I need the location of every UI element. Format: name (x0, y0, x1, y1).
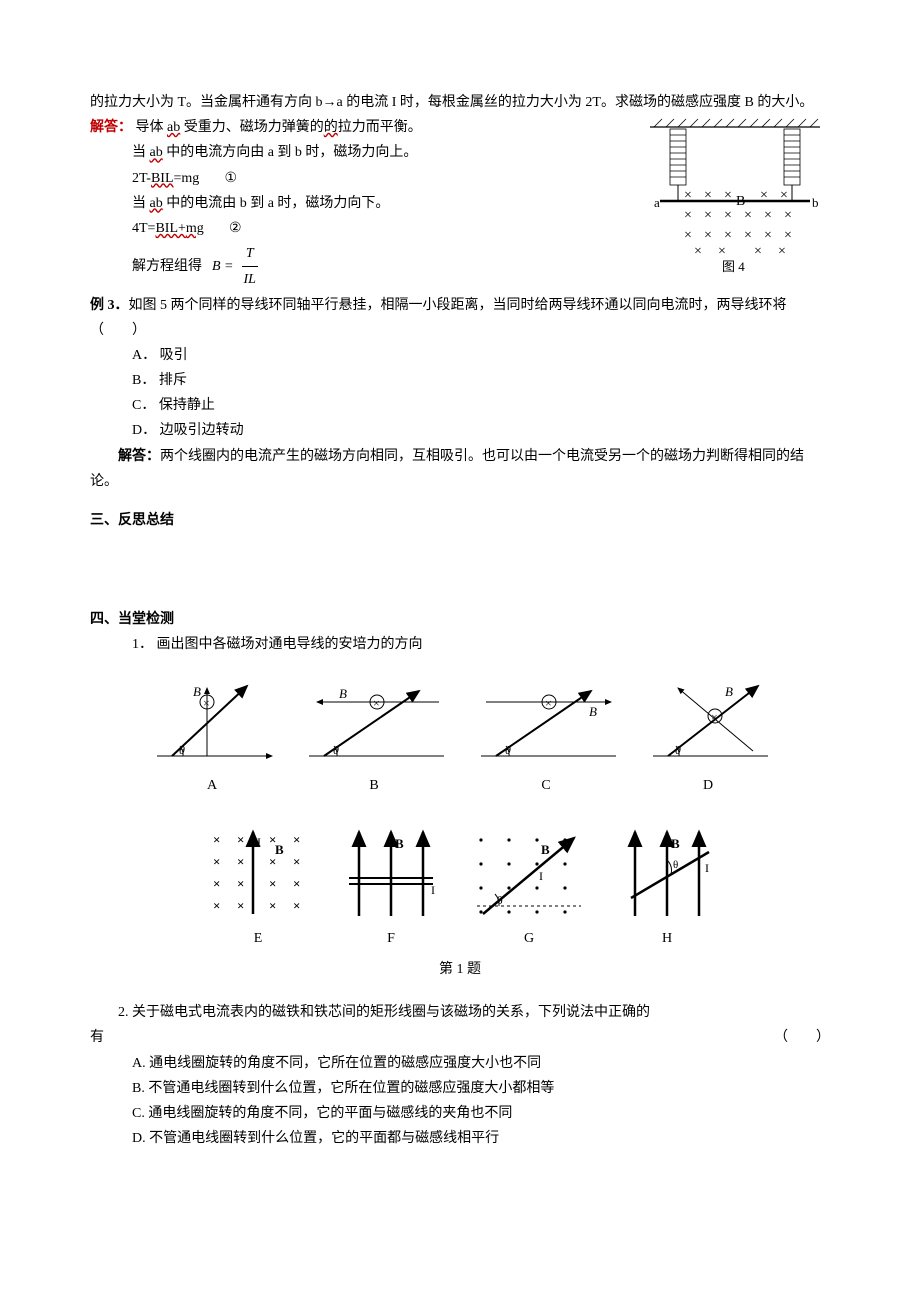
svg-text:B: B (193, 684, 201, 699)
svg-text:×: × (203, 696, 210, 710)
section-4-title: 四、当堂检测 (90, 607, 830, 632)
svg-text:×: × (724, 228, 732, 243)
svg-text:×: × (704, 228, 712, 243)
ex3-answer: 解答：两个线圈内的电流产生的磁场方向相同，互相吸引。也可以由一个电流受另一个的磁… (90, 444, 830, 494)
ex3-optC: C． 保持静止 (90, 393, 830, 418)
svg-text:B: B (725, 684, 733, 699)
svg-text:×: × (724, 208, 732, 223)
svg-text:θ: θ (497, 893, 503, 907)
q2-stem-b: 有 （ ） (90, 1025, 830, 1050)
svg-text:θ: θ (673, 859, 678, 871)
svg-text:×: × (718, 244, 726, 259)
svg-text:×: × (293, 854, 300, 869)
svg-text:×: × (237, 876, 244, 891)
q1-stem: 1． 画出图中各磁场对通电导线的安培力的方向 (90, 632, 830, 657)
svg-text:×: × (237, 832, 244, 847)
ex3-optB: B． 排斥 (90, 368, 830, 393)
fig4-B: B (736, 194, 745, 209)
q1-figC: × B θ C (471, 676, 621, 798)
svg-text:×: × (684, 188, 692, 203)
svg-text:×: × (784, 208, 792, 223)
q1-caption: 第 1 题 (90, 957, 830, 982)
svg-text:θ: θ (505, 743, 511, 757)
svg-text:×: × (293, 832, 300, 847)
ex3-stem: 例 3．如图 5 两个同样的导线环同轴平行悬挂，相隔一小段距离，当同时给两导线环… (90, 293, 830, 343)
svg-text:×: × (764, 208, 772, 223)
svg-text:×: × (237, 854, 244, 869)
fig4-cap: 图 4 (722, 259, 745, 274)
q2-choices: A. 通电线圈旋转的角度不同，它所在位置的磁感应强度大小也不同 B. 不管通电线… (90, 1051, 830, 1152)
svg-text:×: × (754, 244, 762, 259)
figure-4: a b ××××× ×××××× ×××××× ×××× B 图 4 (640, 115, 830, 284)
svg-text:×: × (213, 854, 220, 869)
q1-figH: B θ I H (617, 824, 717, 951)
svg-text:×: × (704, 188, 712, 203)
svg-text:×: × (744, 208, 752, 223)
svg-text:B: B (589, 704, 597, 719)
intro-text: 的拉力大小为 T。当金属杆通有方向 b→a 的电流 I 时，每根金属丝的拉力大小… (90, 90, 830, 115)
svg-text:×: × (704, 208, 712, 223)
svg-text:B: B (541, 842, 550, 857)
q2-optC: C. 通电线圈旋转的角度不同，它的平面与磁感线的夹角也不同 (90, 1101, 830, 1126)
fig4-b: b (812, 195, 819, 210)
svg-text:×: × (545, 696, 552, 710)
svg-text:×: × (711, 710, 718, 724)
q1-row2: ×××× ×××× ×××× ×××× I B E B I F (90, 824, 830, 951)
q1-figF: B I F (341, 824, 441, 951)
sol1-final: 解方程组得 B = TIL (90, 241, 630, 292)
q2-optD: D. 不管通电线圈转到什么位置，它的平面都与磁感线相平行 (90, 1126, 830, 1151)
q1-row1: × B θ A B × θ B × B θ (90, 676, 830, 798)
svg-text:θ: θ (675, 743, 681, 757)
svg-text:I: I (705, 861, 709, 875)
svg-text:×: × (760, 188, 768, 203)
svg-text:×: × (684, 228, 692, 243)
section-3-title: 三、反思总结 (90, 508, 830, 533)
svg-text:×: × (269, 876, 276, 891)
svg-text:B: B (395, 836, 404, 851)
svg-text:B: B (275, 842, 284, 857)
svg-text:θ: θ (179, 743, 185, 757)
svg-text:×: × (780, 188, 788, 203)
svg-text:I: I (257, 835, 261, 849)
svg-text:θ: θ (333, 743, 339, 757)
svg-text:×: × (694, 244, 702, 259)
q1-figD: × B θ D (643, 676, 773, 798)
svg-text:×: × (237, 898, 244, 913)
svg-text:×: × (784, 228, 792, 243)
q1-figG: B I θ G (469, 824, 589, 951)
svg-text:I: I (539, 869, 543, 883)
fig4-a: a (654, 195, 660, 210)
svg-text:×: × (293, 876, 300, 891)
svg-text:×: × (724, 188, 732, 203)
svg-text:×: × (293, 898, 300, 913)
svg-text:×: × (213, 876, 220, 891)
svg-text:×: × (764, 228, 772, 243)
svg-text:×: × (744, 228, 752, 243)
svg-text:×: × (684, 208, 692, 223)
svg-text:B: B (339, 686, 347, 701)
q2-optA: A. 通电线圈旋转的角度不同，它所在位置的磁感应强度大小也不同 (90, 1051, 830, 1076)
svg-text:B: B (671, 836, 680, 851)
svg-text:I: I (431, 883, 435, 897)
svg-text:×: × (373, 696, 380, 710)
q1-figB: B × θ B (299, 676, 449, 798)
q1-figA: × B θ A (147, 676, 277, 798)
ex3-optA: A． 吸引 (90, 343, 830, 368)
sol1-label: 解答： (90, 120, 132, 135)
svg-text:×: × (269, 898, 276, 913)
svg-text:×: × (213, 832, 220, 847)
ex3-optD: D． 边吸引边转动 (90, 418, 830, 443)
q2-stem-a: 2. 关于磁电式电流表内的磁铁和铁芯间的矩形线圈与该磁场的关系，下列说法中正确的 (90, 1000, 830, 1025)
q1-figE: ×××× ×××× ×××× ×××× I B E (203, 824, 313, 951)
q2-optB: B. 不管通电线圈转到什么位置，它所在位置的磁感应强度大小都相等 (90, 1076, 830, 1101)
svg-text:×: × (213, 898, 220, 913)
svg-text:×: × (778, 244, 786, 259)
